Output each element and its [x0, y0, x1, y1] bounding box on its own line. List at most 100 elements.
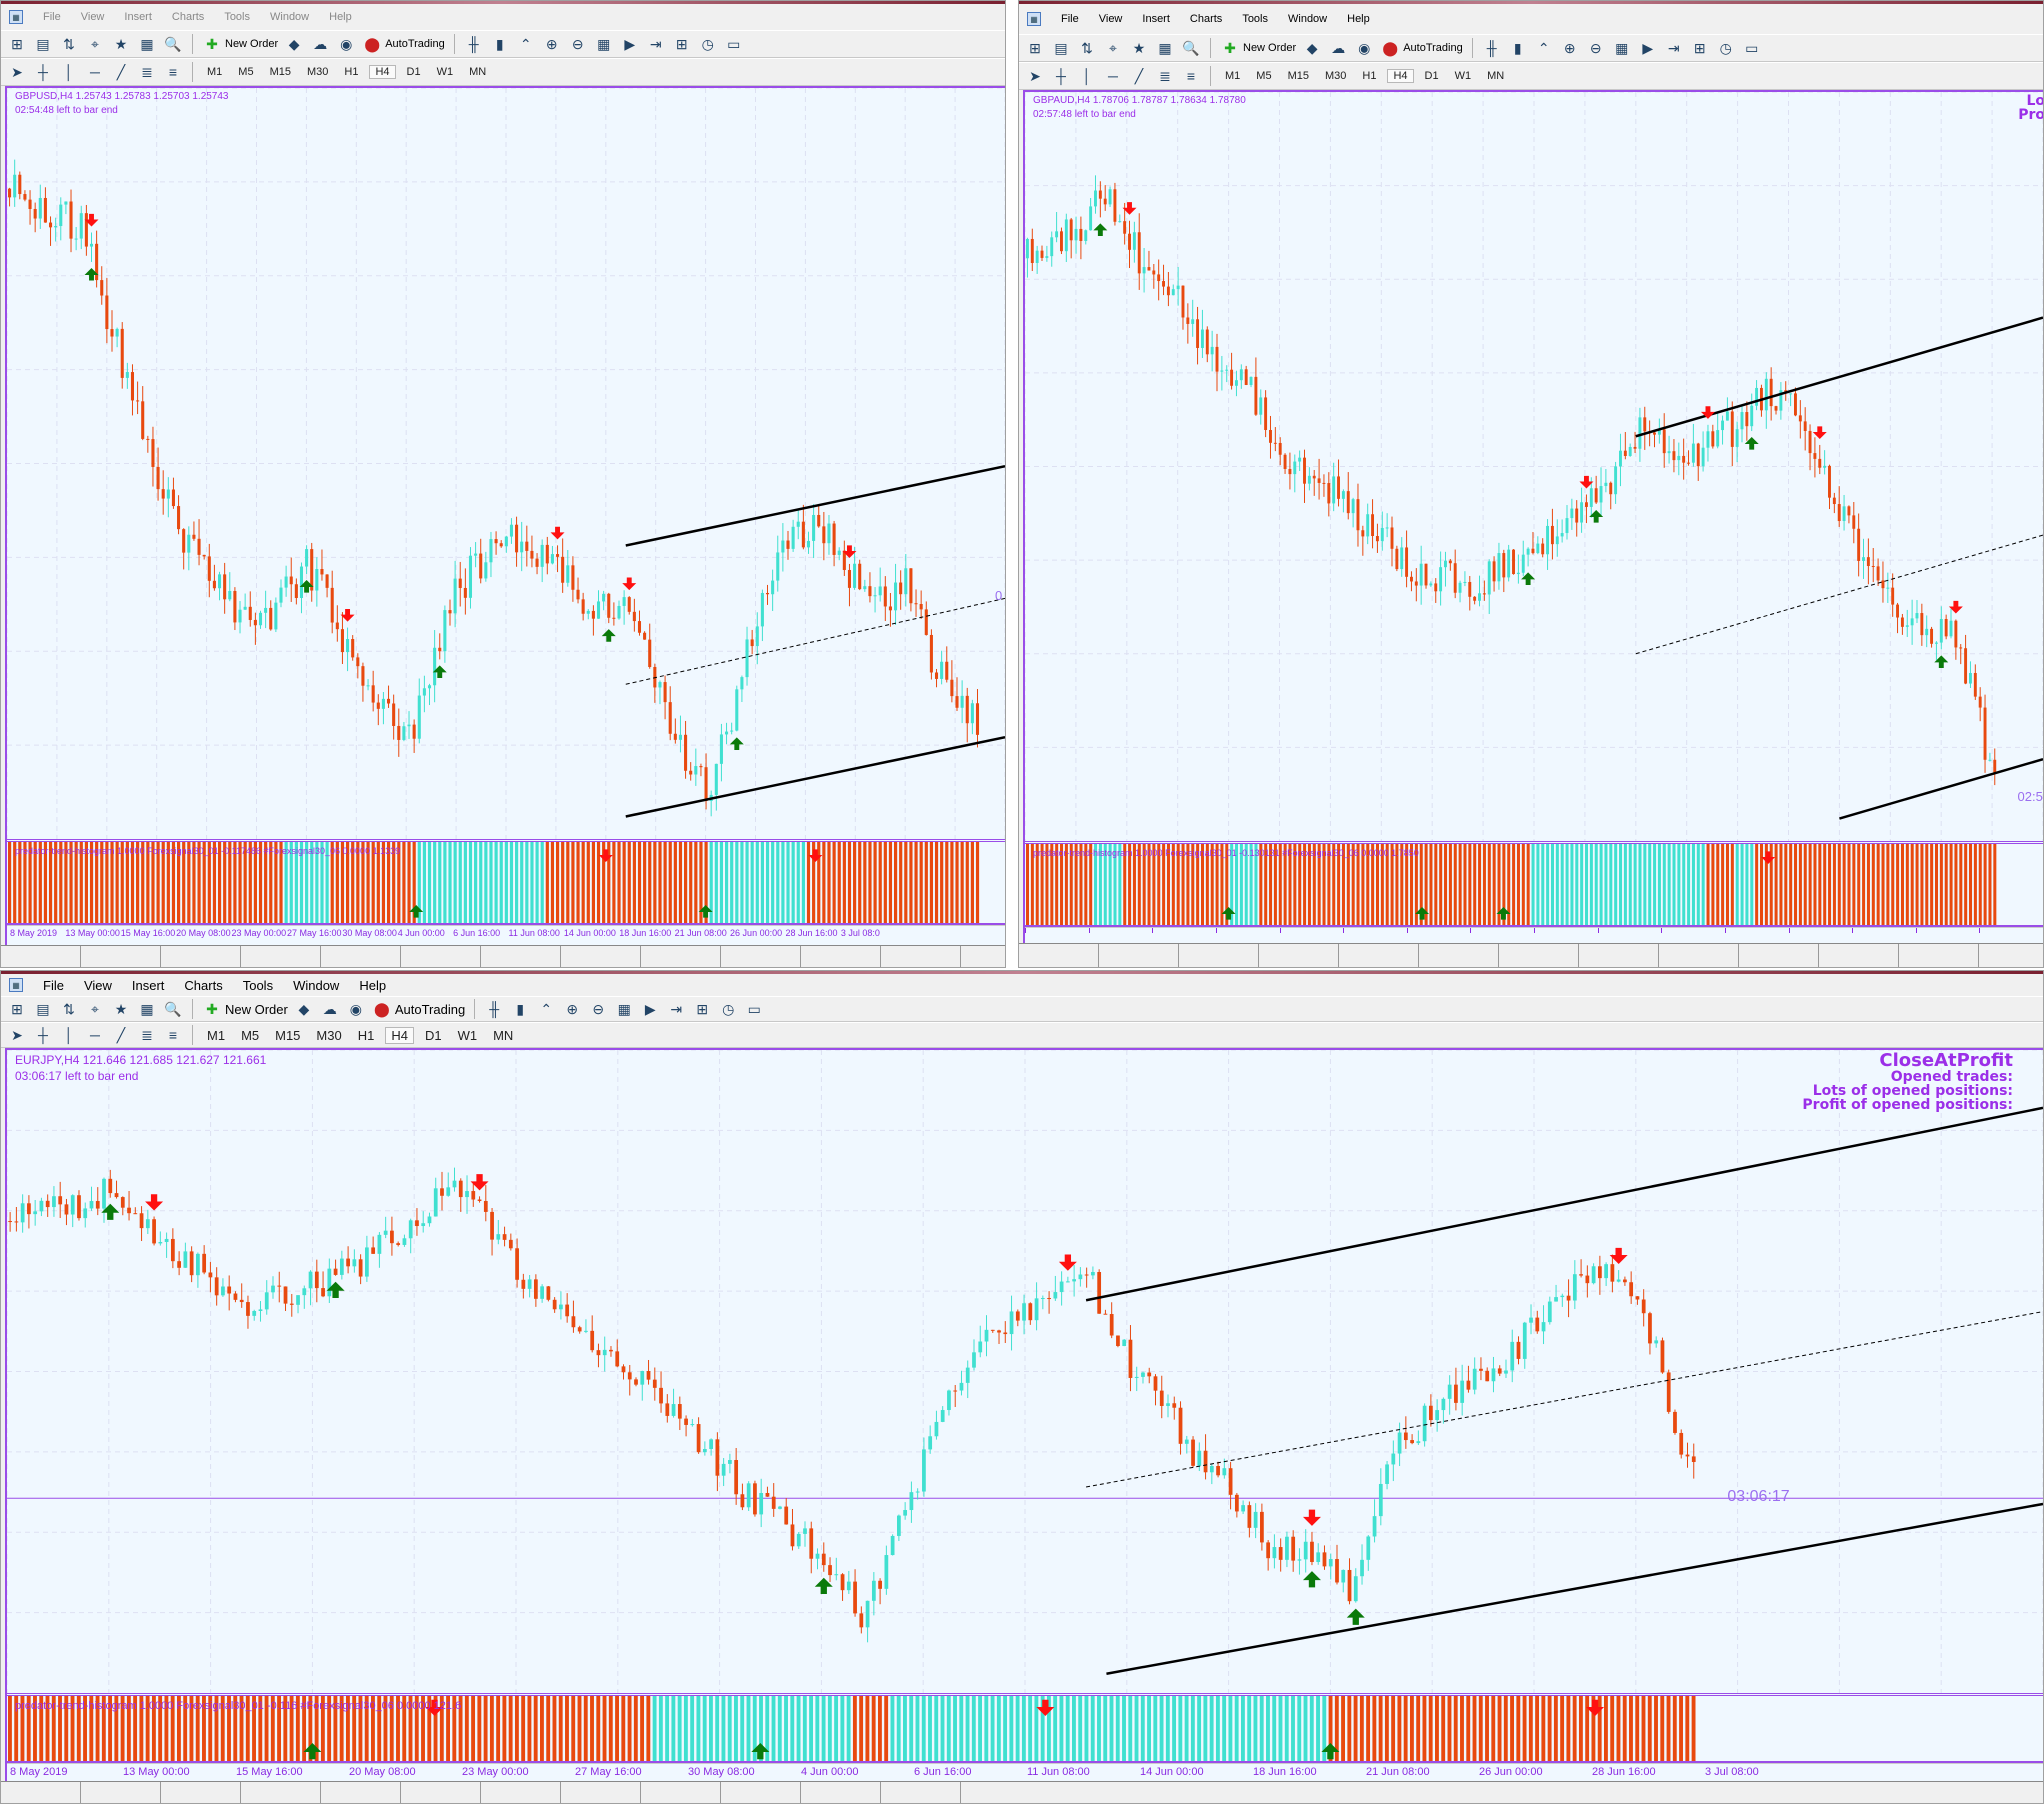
candlestick-icon[interactable]: ▮ [516, 1000, 525, 1017]
menu-file[interactable]: File [1061, 13, 1079, 25]
timeframe-d1[interactable]: D1 [1424, 70, 1439, 82]
timeframe-w1[interactable]: W1 [436, 66, 454, 78]
new-chart-icon[interactable]: ⊞ [11, 35, 23, 52]
menu-insert[interactable]: Insert [131, 977, 165, 993]
new-chart-icon[interactable]: ⊞ [1029, 39, 1041, 56]
fibo-fan-icon[interactable]: ≡ [168, 1027, 178, 1043]
zoom-out-icon[interactable]: ⊖ [1589, 39, 1602, 56]
strategy-tester-icon[interactable]: 🔍 [164, 1000, 182, 1017]
line-chart-icon[interactable]: ⌃ [540, 1000, 553, 1017]
candlestick-icon[interactable]: ▮ [495, 35, 504, 52]
menu-tools[interactable]: Tools [1242, 13, 1268, 25]
timeframe-h1[interactable]: H1 [344, 66, 359, 78]
templates-icon[interactable]: ▭ [747, 1000, 761, 1017]
horizontal-line-icon[interactable]: ─ [90, 64, 100, 80]
terminal-icon[interactable]: ▦ [1158, 39, 1172, 56]
chart-tab[interactable] [1819, 944, 1899, 967]
vertical-line-icon[interactable]: │ [1082, 68, 1092, 84]
indicators-icon[interactable]: ⊞ [696, 1000, 709, 1017]
fibonacci-icon[interactable]: ≣ [141, 1026, 153, 1043]
crosshair-tool-icon[interactable]: ┼ [38, 1027, 48, 1043]
chart-tab[interactable] [401, 946, 481, 967]
crosshair-tool-icon[interactable]: ┼ [1056, 68, 1066, 84]
menu-view[interactable]: View [80, 11, 105, 23]
price-chart[interactable]: GBPUSD,H4 1.25743 1.25783 1.25703 1.2574… [7, 86, 1005, 839]
timeframe-mn[interactable]: MN [1487, 70, 1505, 82]
metaeditor-icon[interactable]: ◆ [298, 1000, 310, 1017]
chart-tab[interactable] [1179, 944, 1259, 967]
timeframe-m30[interactable]: M30 [306, 66, 329, 78]
chart-tab[interactable] [241, 1782, 321, 1803]
chart-shift-icon[interactable]: ⇥ [670, 1000, 683, 1017]
market-watch-icon[interactable]: ⇅ [1081, 39, 1093, 56]
channel-line[interactable] [625, 464, 1005, 547]
fibo-fan-icon[interactable]: ≡ [168, 64, 178, 80]
timeframe-m30[interactable]: M30 [1324, 70, 1347, 82]
profiles-icon[interactable]: ▤ [1054, 39, 1068, 56]
timeframe-h4[interactable]: H4 [369, 65, 396, 79]
bar-chart-icon[interactable]: ╫ [468, 36, 479, 52]
menu-view[interactable]: View [1098, 13, 1123, 25]
zoom-in-icon[interactable]: ⊕ [1563, 39, 1576, 56]
bar-chart-icon[interactable]: ╫ [489, 1001, 500, 1017]
chart-tab[interactable] [321, 946, 401, 967]
zoom-in-icon[interactable]: ⊕ [566, 1000, 579, 1017]
chart-tab[interactable] [721, 1782, 801, 1803]
new-order-button[interactable]: ✚ New Order [202, 999, 288, 1019]
cursor-icon[interactable]: ➤ [11, 63, 23, 80]
menu-help[interactable]: Help [1347, 13, 1370, 25]
menu-view[interactable]: View [83, 977, 112, 993]
terminal-icon[interactable]: ▦ [140, 35, 154, 52]
vertical-line-icon[interactable]: │ [64, 1027, 74, 1043]
timeframe-m15[interactable]: M15 [1287, 70, 1309, 82]
timeframe-h1[interactable]: H1 [357, 1027, 375, 1043]
menu-charts[interactable]: Charts [171, 11, 205, 23]
app-icon[interactable]: ▦ [1027, 12, 1041, 26]
autotrading-button[interactable]: ⬤ AutoTrading [372, 999, 465, 1019]
signals-icon[interactable]: ☁ [322, 1000, 337, 1017]
chart-tab[interactable] [1019, 944, 1099, 967]
chart-tab[interactable] [801, 946, 881, 967]
indicators-icon[interactable]: ⊞ [1693, 39, 1706, 56]
channel-midline[interactable] [625, 597, 1005, 685]
chart-tab[interactable] [881, 946, 961, 967]
menu-window[interactable]: Window [293, 977, 340, 993]
timeframe-mn[interactable]: MN [469, 66, 487, 78]
chart-tab[interactable] [401, 1782, 481, 1803]
auto-scroll-icon[interactable]: ▶ [644, 1000, 656, 1017]
signals-icon[interactable]: ☁ [1331, 39, 1346, 56]
crosshair-icon[interactable]: ⌖ [91, 1000, 99, 1017]
timeframe-m1[interactable]: M1 [1225, 70, 1241, 82]
timeframe-m30[interactable]: M30 [316, 1027, 342, 1043]
timeframe-mn[interactable]: MN [493, 1027, 514, 1043]
menu-window[interactable]: Window [270, 11, 310, 23]
bar-chart-icon[interactable]: ╫ [1486, 40, 1497, 56]
autotrading-button[interactable]: ⬤ AutoTrading [1380, 38, 1462, 58]
timeframe-m1[interactable]: M1 [207, 66, 223, 78]
chart-tab[interactable] [1339, 944, 1419, 967]
market-icon[interactable]: ◉ [349, 1000, 362, 1017]
strategy-tester-icon[interactable]: 🔍 [164, 35, 182, 52]
chart-tab[interactable] [801, 1782, 881, 1803]
periods-icon[interactable]: ◷ [701, 35, 714, 52]
new-order-button[interactable]: ✚ New Order [202, 34, 278, 54]
menu-window[interactable]: Window [1288, 13, 1328, 25]
chart-tab[interactable] [1899, 944, 1979, 967]
signals-icon[interactable]: ☁ [313, 35, 328, 52]
chart-tab[interactable] [561, 946, 641, 967]
tile-windows-icon[interactable]: ▦ [597, 35, 611, 52]
market-icon[interactable]: ◉ [340, 35, 353, 52]
templates-icon[interactable]: ▭ [1745, 39, 1759, 56]
fibonacci-icon[interactable]: ≣ [1159, 67, 1171, 84]
chart-tab[interactable] [481, 946, 561, 967]
timeframe-m1[interactable]: M1 [207, 1027, 226, 1043]
timeframe-h4[interactable]: H4 [385, 1026, 414, 1044]
horizontal-line-icon[interactable]: ─ [90, 1027, 100, 1043]
menu-help[interactable]: Help [359, 977, 387, 993]
timeframe-m5[interactable]: M5 [1256, 70, 1272, 82]
navigator-icon[interactable]: ★ [114, 1000, 128, 1017]
terminal-icon[interactable]: ▦ [140, 1000, 154, 1017]
timeframe-m5[interactable]: M5 [238, 66, 254, 78]
chart-tab[interactable] [1259, 944, 1339, 967]
timeframe-d1[interactable]: D1 [406, 66, 421, 78]
